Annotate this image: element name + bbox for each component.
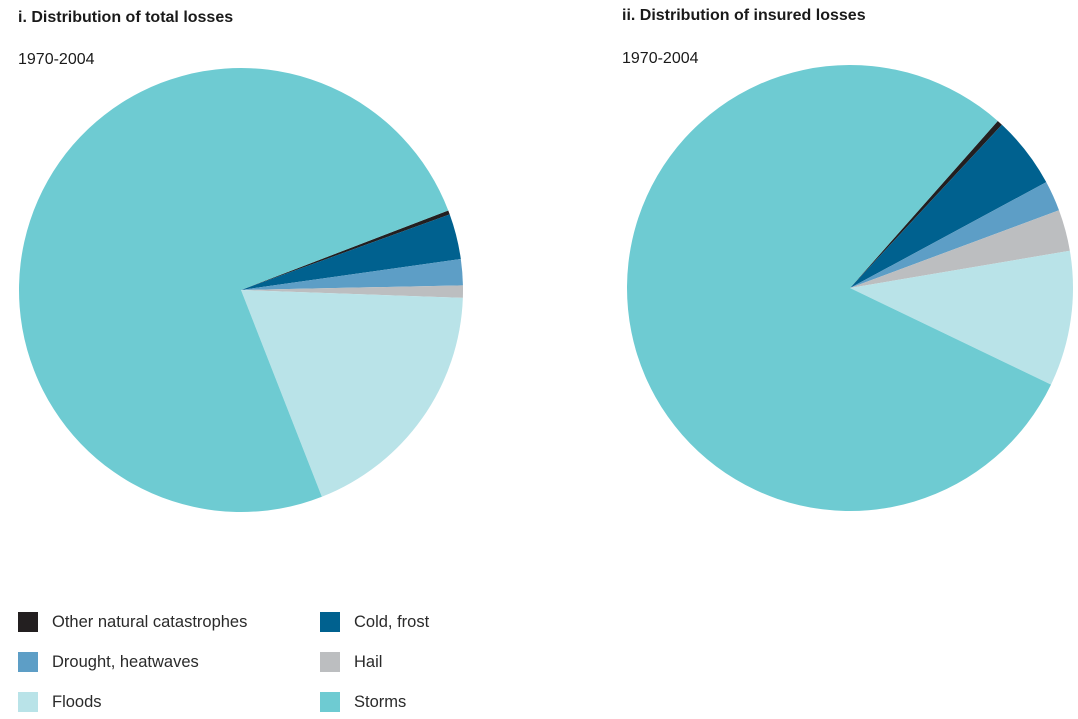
legend-label: Storms	[354, 692, 407, 711]
legend-swatch	[320, 612, 340, 632]
legend-item-floods: Floods	[18, 692, 102, 712]
legend-swatch	[18, 652, 38, 672]
legend-label: Drought, heatwaves	[52, 652, 199, 671]
legend-item-hail: Hail	[320, 652, 382, 672]
legend: Other natural catastrophes Cold, frost D…	[18, 612, 538, 716]
pie-chart-insured-losses	[627, 65, 1073, 512]
legend-swatch	[18, 612, 38, 632]
pie-slice-other	[850, 120, 1002, 288]
legend-item-storms: Storms	[320, 692, 406, 712]
legend-swatch	[320, 652, 340, 672]
chart-title: i. Distribution of total losses	[18, 9, 234, 26]
legend-label: Hail	[354, 652, 383, 671]
legend-label: Floods	[52, 692, 102, 711]
pie-slice-cold-frost	[850, 124, 1047, 288]
legend-label: Cold, frost	[354, 612, 430, 631]
legend-item-drought: Drought, heatwaves	[18, 652, 199, 672]
legend-label: Other natural catastrophes	[52, 612, 248, 631]
pie-slice-hail	[241, 285, 463, 298]
legend-swatch	[320, 692, 340, 712]
pie-slice-drought	[241, 258, 463, 290]
pie-slice-storms	[18, 68, 449, 513]
chart-title: ii. Distribution of insured losses	[622, 7, 866, 24]
legend-swatch	[18, 692, 38, 712]
legend-item-cold-frost: Cold, frost	[320, 612, 429, 632]
pie-slice-drought	[850, 182, 1059, 288]
pie-slice-storms	[627, 65, 1052, 512]
pie-slice-hail	[850, 210, 1070, 288]
pie-slice-other	[241, 210, 450, 290]
pie-slice-floods	[850, 250, 1073, 385]
pie-slice-floods	[241, 290, 463, 497]
pie-chart-total-losses	[18, 68, 463, 513]
chart-subtitle: 1970-2004	[18, 51, 95, 68]
legend-item-other: Other natural catastrophes	[18, 612, 247, 632]
pie-slice-cold-frost	[241, 214, 461, 290]
chart-subtitle: 1970-2004	[622, 50, 699, 67]
